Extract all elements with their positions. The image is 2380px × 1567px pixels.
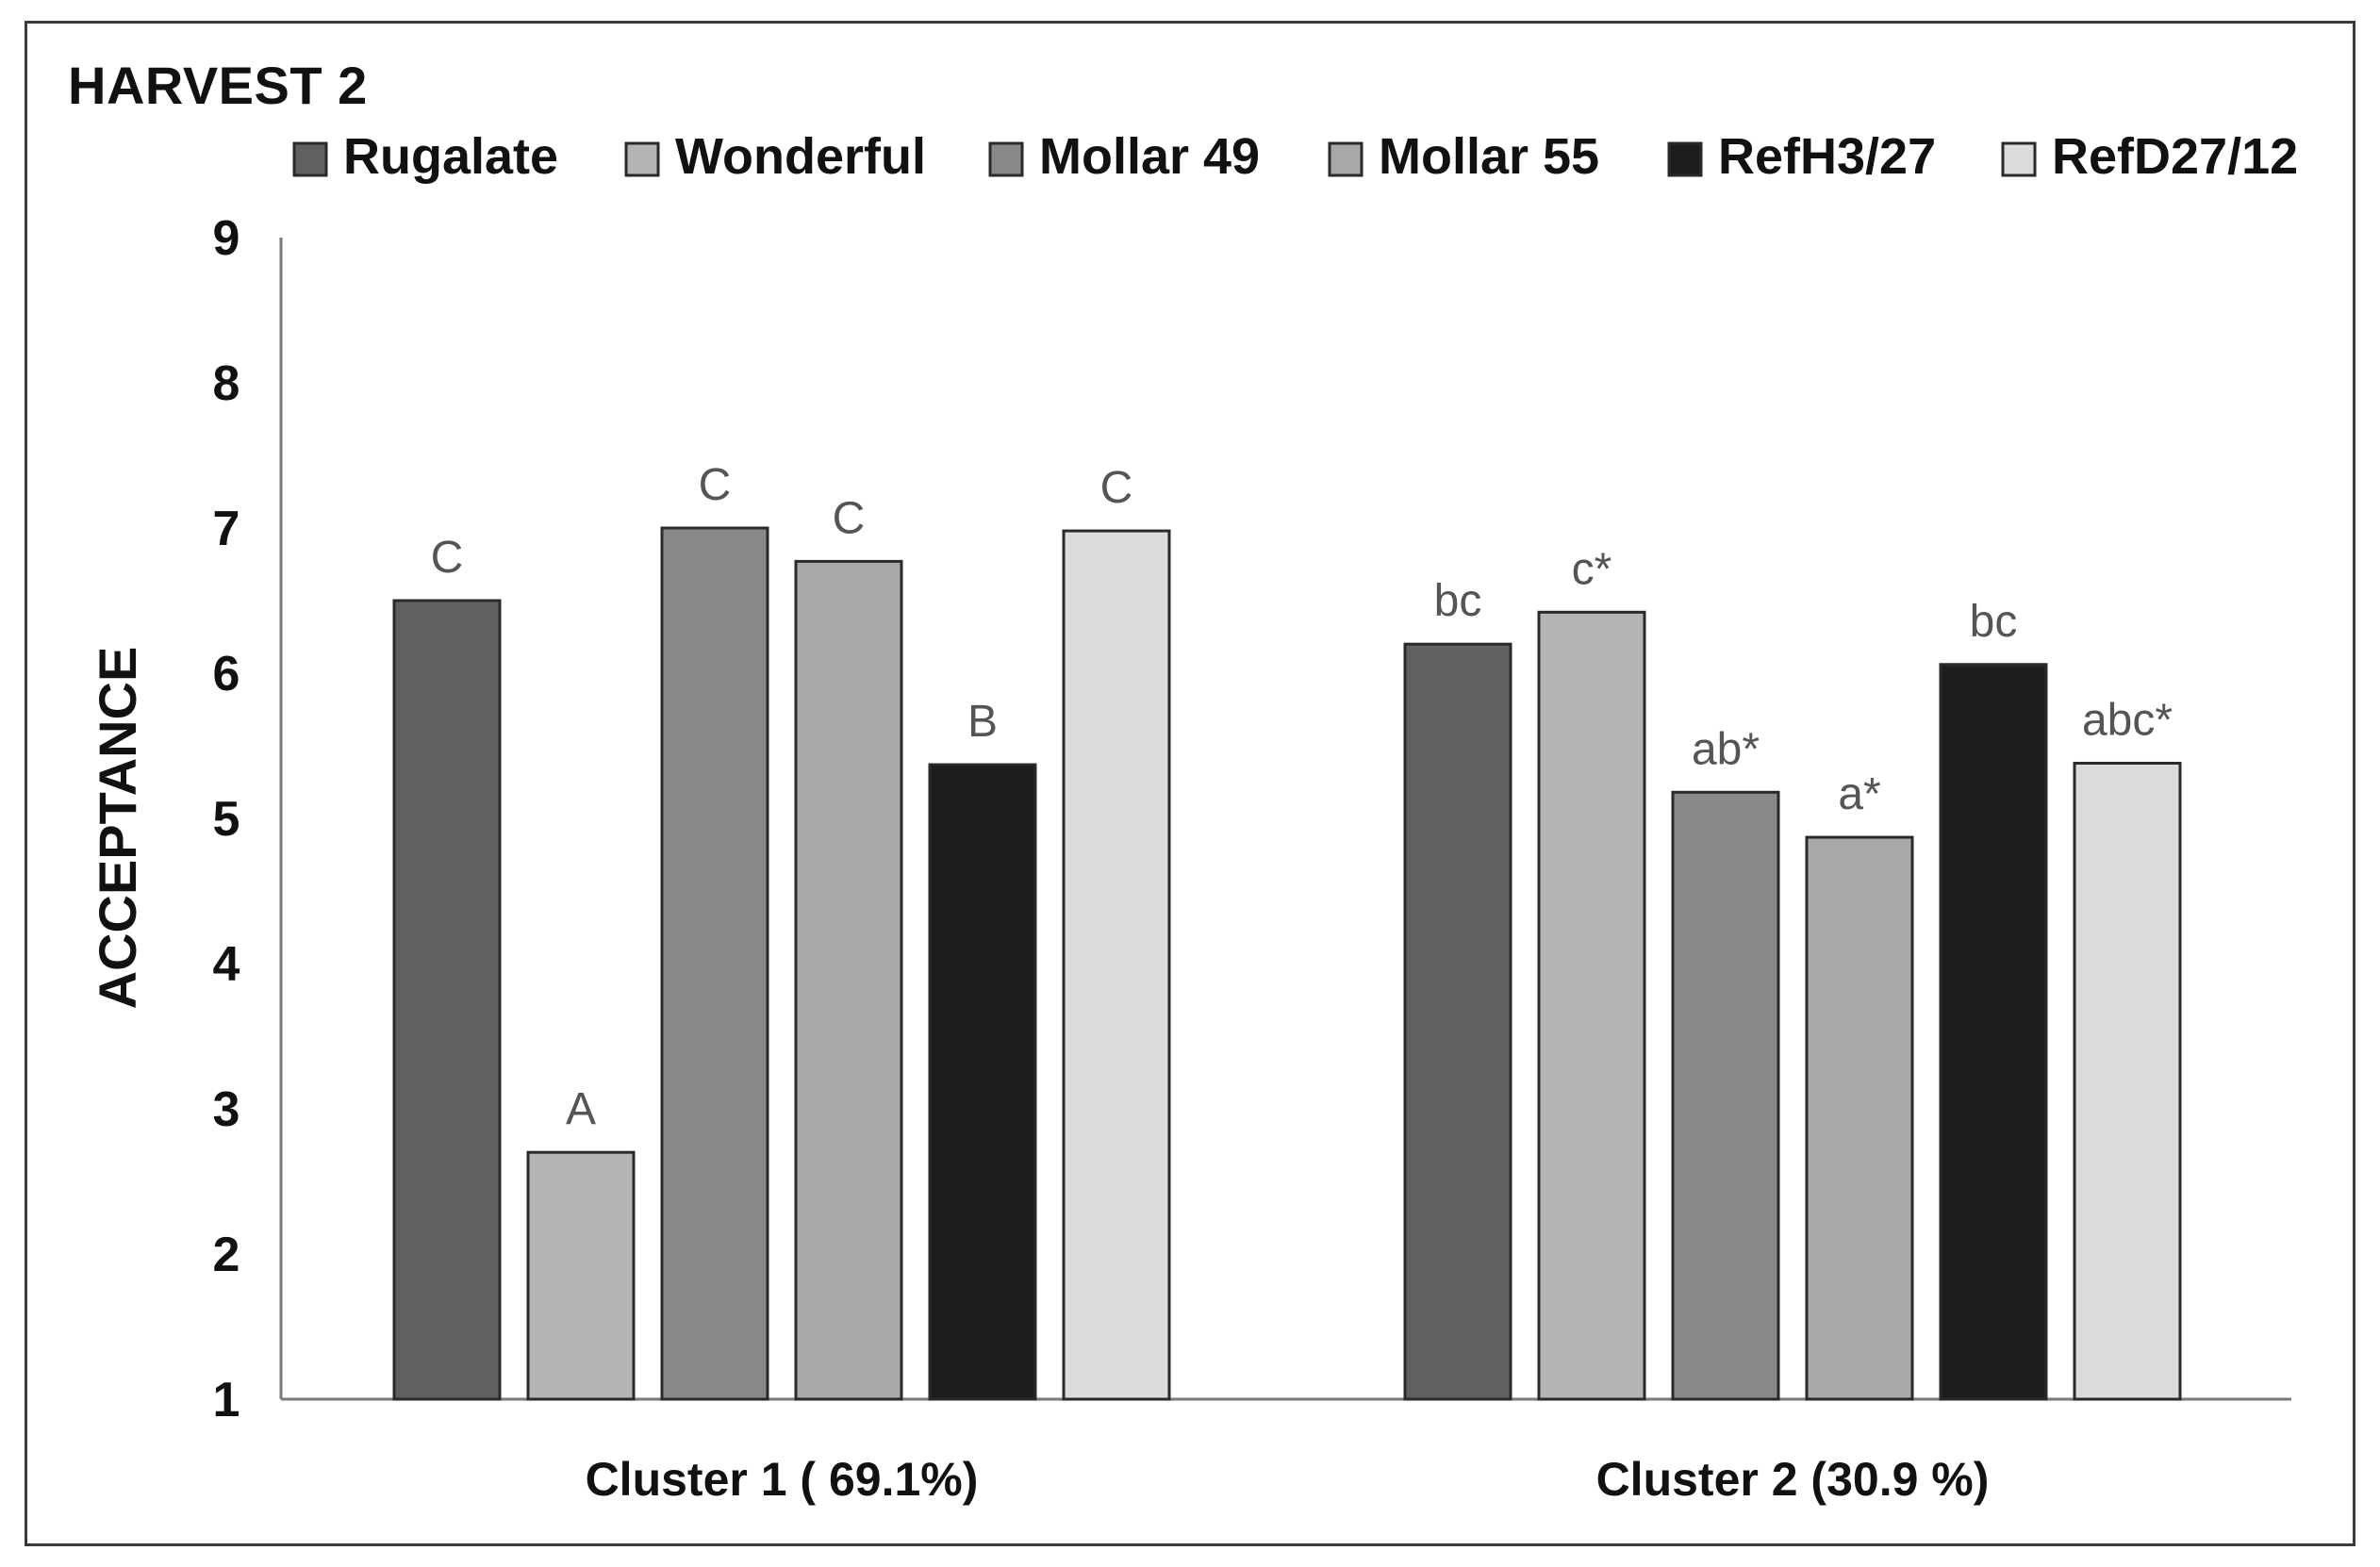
y-axis: 1 2 3 4 5 6 7 8 9: [213, 211, 283, 1427]
legend-swatch: [1328, 141, 1364, 177]
legend-swatch: [1667, 141, 1703, 177]
significance-label: bc: [1434, 576, 1482, 626]
category-label: Cluster 2 (30.9 %): [1596, 1453, 1990, 1506]
y-tick-label: 4: [213, 937, 240, 992]
chart-title: HARVEST 2: [68, 56, 368, 115]
y-tick-label: 6: [213, 647, 240, 701]
significance-label: C: [833, 493, 866, 543]
significance-label: ab*: [1692, 724, 1760, 774]
y-tick-label: 3: [213, 1082, 240, 1137]
significance-labels: C A C C B Cbc c* ab* a* bc abc*: [431, 460, 2173, 1134]
bar: [2073, 761, 2182, 1401]
category-label: Cluster 1 ( 69.1%): [586, 1453, 979, 1506]
bar: [392, 599, 502, 1401]
significance-label: C: [699, 460, 732, 510]
bars: [392, 526, 2182, 1401]
legend-label: RefH3/27: [1718, 128, 1936, 185]
bar: [1403, 642, 1512, 1401]
legend-label: Mollar 55: [1379, 128, 1599, 185]
bar: [1062, 529, 1171, 1401]
y-tick-label: 9: [213, 211, 240, 266]
bar: [660, 526, 769, 1401]
significance-label: B: [967, 697, 998, 747]
y-tick-label: 2: [213, 1228, 240, 1282]
bar: [1537, 610, 1646, 1401]
significance-label: abc*: [2082, 695, 2173, 745]
category-labels: Cluster 1 ( 69.1%) Cluster 2 (30.9 %): [586, 1453, 1990, 1506]
bar: [1939, 663, 2048, 1401]
legend-swatch: [624, 141, 660, 177]
legend-label: Rugalate: [343, 128, 558, 185]
significance-label: C: [431, 533, 464, 583]
y-tick-label: 1: [213, 1373, 240, 1427]
bar: [1671, 790, 1780, 1401]
bar: [794, 559, 903, 1401]
y-tick-label: 8: [213, 356, 240, 411]
bar: [928, 763, 1037, 1401]
significance-label: a*: [1838, 769, 1880, 819]
bar: [526, 1150, 636, 1401]
bar: [1805, 835, 1914, 1401]
legend-swatch: [988, 141, 1024, 177]
legend-swatch: [292, 141, 328, 177]
legend-label: Wonderful: [675, 128, 926, 185]
significance-label: A: [566, 1084, 596, 1134]
legend-label: Mollar 49: [1039, 128, 1260, 185]
legend-swatch: [2001, 141, 2037, 177]
legend-label: RefD27/12: [2052, 128, 2298, 185]
y-tick-label: 7: [213, 502, 240, 556]
y-tick-label: 5: [213, 792, 240, 847]
legend: Rugalate Wonderful Mollar 49 Mollar 55 RefH3…: [292, 128, 2298, 185]
significance-label: c*: [1572, 544, 1612, 594]
y-axis-label: ACCEPTANCE: [88, 647, 147, 1010]
significance-label: bc: [1970, 597, 2018, 647]
significance-label: C: [1100, 463, 1133, 513]
